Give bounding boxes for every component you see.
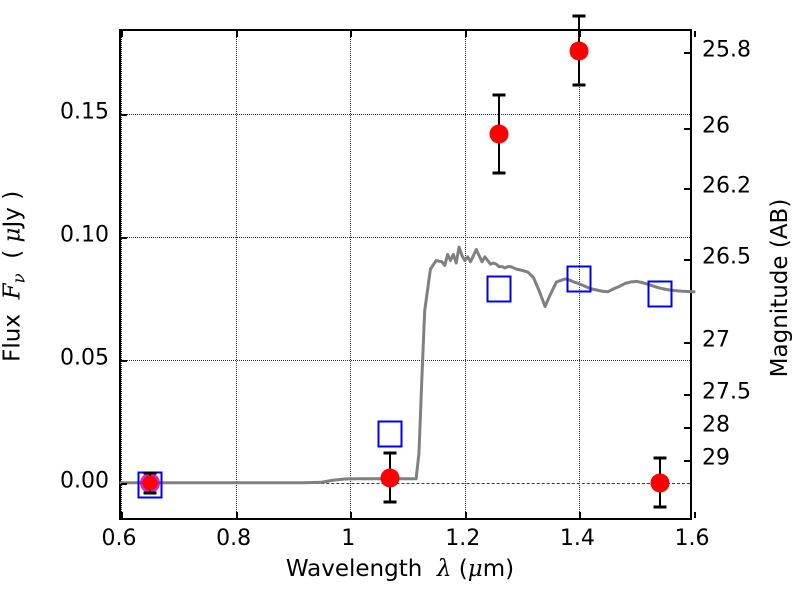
x-tick-mark	[235, 31, 238, 37]
y-tick-label-right: 26	[702, 113, 730, 139]
error-bar-cap-upper	[572, 14, 586, 18]
x-tick-label: 1.4	[559, 526, 595, 551]
x-tick-mark	[464, 512, 467, 518]
y-tick-label-left: 0.05	[60, 345, 109, 371]
x-tick-mark	[694, 31, 696, 37]
y-axis-label-right: Magnitude (AB)	[767, 198, 793, 378]
y-tick-mark-right	[684, 258, 690, 261]
y-tick-label-right: 26.2	[702, 173, 751, 199]
x-tick-mark	[121, 31, 123, 37]
x-tick-mark	[694, 512, 696, 518]
spectrum-line	[119, 245, 696, 485]
x-tick-label: 0.8	[216, 526, 252, 551]
observed-photometry-marker	[142, 475, 158, 491]
y-tick-mark-right	[684, 52, 690, 55]
x-tick-label: 1	[341, 526, 356, 551]
error-bar-cap-upper	[143, 471, 157, 475]
y-tick-mark-left	[121, 482, 127, 485]
plot-axes	[119, 14, 696, 520]
y-tick-label-left: 0.10	[60, 222, 109, 248]
x-tick-mark	[121, 512, 123, 518]
error-bar-cap-upper	[383, 451, 397, 455]
y-tick-mark-left	[121, 359, 127, 362]
y-tick-mark-left	[121, 237, 127, 240]
y-tick-mark-right	[684, 127, 690, 130]
y-tick-label-left: 0.15	[60, 99, 109, 125]
gridline-zero	[121, 482, 690, 484]
y-tick-mark-right	[684, 187, 690, 190]
observed-photometry-marker	[489, 124, 509, 144]
model-photometry-marker	[566, 265, 592, 293]
y-tick-mark-right	[684, 426, 690, 429]
observed-photometry-marker	[650, 473, 670, 493]
y-tick-label-right: 28	[702, 412, 730, 437]
y-tick-label-right: 25.8	[702, 37, 751, 63]
y-tick-mark-right	[684, 460, 690, 463]
error-bar-cap-lower	[653, 505, 667, 509]
y-tick-label-right: 27	[702, 327, 730, 353]
error-bar-cap-upper	[492, 93, 506, 97]
error-bar-cap-lower	[572, 83, 586, 87]
x-tick-mark	[350, 31, 353, 37]
observed-photometry-marker	[380, 468, 400, 488]
y-tick-mark-right	[684, 341, 690, 344]
y-tick-mark-left	[121, 114, 127, 117]
y-tick-label-right: 27.5	[702, 379, 751, 405]
x-tick-mark	[579, 31, 582, 37]
observed-photometry-marker	[569, 41, 589, 61]
x-tick-mark	[464, 31, 467, 37]
error-bar-cap-lower	[383, 500, 397, 504]
x-tick-mark	[350, 512, 353, 518]
x-tick-label: 1.2	[445, 526, 481, 551]
y-tick-mark-right	[684, 393, 690, 396]
x-tick-mark	[579, 512, 582, 518]
model-photometry-marker	[647, 280, 673, 308]
error-bar-cap-lower	[143, 491, 157, 495]
error-bar-cap-lower	[492, 171, 506, 175]
model-photometry-marker	[377, 420, 403, 448]
x-tick-label: 1.6	[674, 526, 710, 551]
x-tick-mark	[235, 512, 238, 518]
x-tick-label: 0.6	[101, 526, 137, 551]
y-tick-label-right: 26.5	[702, 244, 751, 270]
y-tick-label-left: 0.00	[60, 468, 109, 494]
model-photometry-marker	[486, 275, 512, 303]
error-bar-cap-upper	[653, 456, 667, 460]
y-tick-label-right: 29	[702, 445, 730, 471]
x-axis-label: Wavelength λ (μm)	[285, 556, 515, 582]
y-axis-label-left: Flux Fν ( μJy )	[0, 190, 29, 362]
best-fit-template-spectrum	[119, 245, 696, 485]
